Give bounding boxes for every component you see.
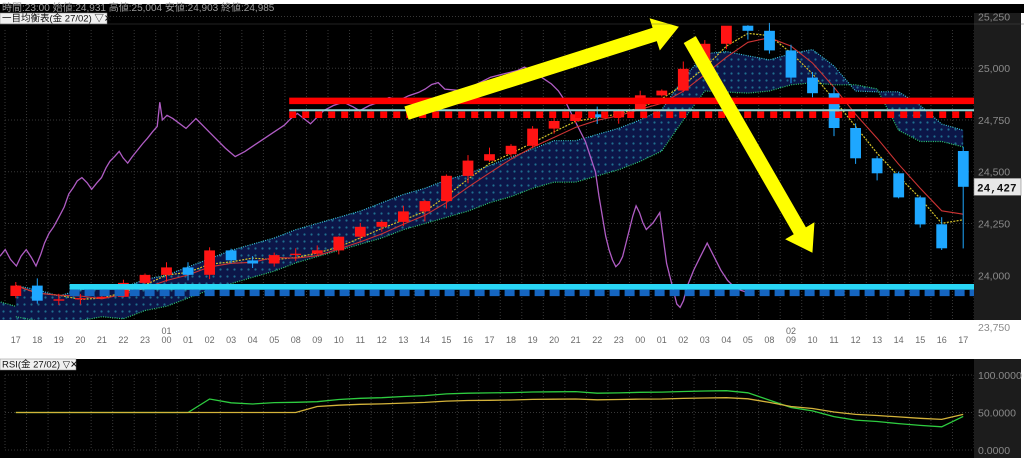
svg-text:24,750: 24,750 <box>978 115 1010 127</box>
svg-text:02: 02 <box>678 335 688 345</box>
svg-text:16: 16 <box>463 335 473 345</box>
svg-text:01: 01 <box>183 335 193 345</box>
svg-text:15: 15 <box>441 335 451 345</box>
svg-text:12: 12 <box>377 335 387 345</box>
svg-text:13: 13 <box>872 335 882 345</box>
svg-text:20: 20 <box>549 335 559 345</box>
svg-text:14: 14 <box>894 335 904 345</box>
svg-text:01: 01 <box>657 335 667 345</box>
svg-text:18: 18 <box>32 335 42 345</box>
svg-text:24,000: 24,000 <box>978 270 1010 282</box>
svg-text:50.0000: 50.0000 <box>978 408 1016 420</box>
svg-text:24,250: 24,250 <box>978 219 1010 231</box>
svg-text:08: 08 <box>764 335 774 345</box>
svg-text:11: 11 <box>356 335 365 345</box>
svg-text:17: 17 <box>958 335 968 345</box>
svg-text:23: 23 <box>140 335 150 345</box>
svg-text:25,250: 25,250 <box>978 11 1010 23</box>
svg-text:25,000: 25,000 <box>978 63 1010 75</box>
svg-text:19: 19 <box>528 335 538 345</box>
svg-text:01: 01 <box>161 326 171 336</box>
svg-text:08: 08 <box>291 335 301 345</box>
svg-text:22: 22 <box>592 335 602 345</box>
svg-text:21: 21 <box>97 335 107 345</box>
svg-text:18: 18 <box>506 335 516 345</box>
svg-text:23: 23 <box>614 335 624 345</box>
svg-text:03: 03 <box>226 335 236 345</box>
svg-text:17: 17 <box>11 335 21 345</box>
svg-text:12: 12 <box>851 335 861 345</box>
svg-text:09: 09 <box>786 335 796 345</box>
svg-text:10: 10 <box>807 335 817 345</box>
svg-text:16: 16 <box>937 335 947 345</box>
svg-text:21: 21 <box>571 335 581 345</box>
svg-text:RSI(金 27/02) ▽✕: RSI(金 27/02) ▽✕ <box>2 359 78 371</box>
svg-text:20: 20 <box>75 335 85 345</box>
svg-text:00: 00 <box>161 335 171 345</box>
svg-text:04: 04 <box>248 335 258 345</box>
svg-text:11: 11 <box>829 335 838 345</box>
svg-text:0.0000: 0.0000 <box>978 445 1010 457</box>
svg-text:02: 02 <box>205 335 215 345</box>
svg-text:05: 05 <box>269 335 279 345</box>
svg-text:24,500: 24,500 <box>978 167 1010 179</box>
svg-text:22: 22 <box>118 335 128 345</box>
svg-text:05: 05 <box>743 335 753 345</box>
svg-text:19: 19 <box>54 335 64 345</box>
svg-text:13: 13 <box>398 335 408 345</box>
svg-text:14: 14 <box>420 335 430 345</box>
svg-text:02: 02 <box>786 326 796 336</box>
svg-text:100.0000: 100.0000 <box>978 370 1022 382</box>
svg-text:15: 15 <box>915 335 925 345</box>
svg-text:04: 04 <box>721 335 731 345</box>
svg-text:17: 17 <box>484 335 494 345</box>
svg-text:23,750: 23,750 <box>978 322 1010 334</box>
svg-text:一目均衡表(金 27/02) ▽✕: 一目均衡表(金 27/02) ▽✕ <box>2 13 112 25</box>
svg-text:00: 00 <box>635 335 645 345</box>
svg-text:03: 03 <box>700 335 710 345</box>
svg-text:10: 10 <box>334 335 344 345</box>
svg-text:09: 09 <box>312 335 322 345</box>
svg-text:24,427: 24,427 <box>977 183 1017 195</box>
svg-text:時間:23:00 始値:24,931 高値:25,004: 時間:23:00 始値:24,931 高値:25,004 安値:24,903 終… <box>2 1 275 14</box>
